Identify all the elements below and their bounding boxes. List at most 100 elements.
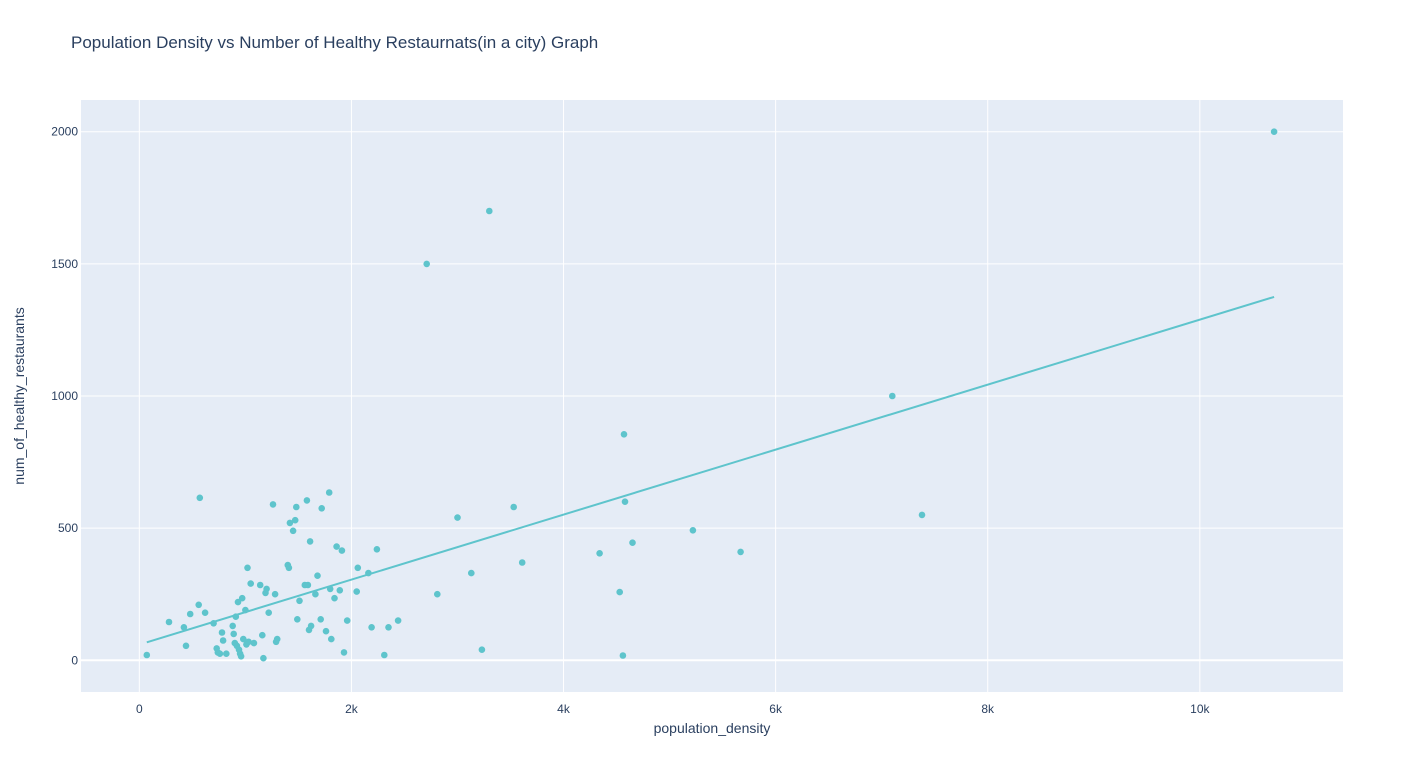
x-tick-label: 4k xyxy=(557,702,571,716)
scatter-point xyxy=(354,564,362,572)
scatter-point xyxy=(180,624,188,631)
scatter-point xyxy=(333,543,340,550)
scatter-point xyxy=(263,585,270,593)
scatter-point xyxy=(454,514,461,521)
scatter-point xyxy=(331,594,338,602)
scatter-point xyxy=(343,617,351,624)
scatter-point xyxy=(260,654,267,662)
scatter-point xyxy=(143,651,151,659)
scatter-point xyxy=(271,590,279,598)
scatter-point xyxy=(238,594,246,602)
scatter-point xyxy=(210,620,217,627)
scatter-point xyxy=(307,622,315,630)
scatter-point xyxy=(230,630,237,638)
scatter-point xyxy=(314,572,321,579)
x-axis-title: population_density xyxy=(654,720,771,736)
scatter-point xyxy=(265,609,273,616)
scatter-point xyxy=(304,581,312,589)
scatter-point xyxy=(186,610,194,618)
scatter-point xyxy=(219,637,227,644)
scatter-point xyxy=(165,618,173,626)
scatter-point xyxy=(368,624,375,631)
scatter-point xyxy=(296,597,303,605)
scatter-point xyxy=(353,588,361,595)
scatter-point xyxy=(325,489,333,496)
scatter-point xyxy=(336,587,344,594)
scatter-point xyxy=(689,527,697,534)
scatter-point xyxy=(242,606,249,614)
scatter-point xyxy=(394,617,402,624)
scatter-point xyxy=(196,494,204,502)
scatter-points xyxy=(143,128,1278,662)
scatter-point xyxy=(240,635,247,643)
scatter-point xyxy=(291,516,299,524)
scatter-point xyxy=(423,260,431,268)
scatter-point xyxy=(616,588,623,596)
scatter-point xyxy=(234,598,242,606)
scatter-point xyxy=(286,519,294,527)
scatter-point xyxy=(365,569,372,577)
scatter-point xyxy=(256,581,264,589)
x-tick-label: 0 xyxy=(136,702,143,716)
scatter-point xyxy=(294,616,301,623)
scatter-point xyxy=(182,642,190,650)
scatter-point xyxy=(518,559,526,566)
scatter-point xyxy=(318,505,326,512)
scatter-point xyxy=(737,548,744,556)
scatter-point xyxy=(245,638,252,646)
scatter-point xyxy=(1270,128,1278,135)
scatter-point xyxy=(216,650,224,657)
scatter-point xyxy=(619,652,627,659)
scatter-point xyxy=(381,651,388,659)
scatter-point xyxy=(468,569,475,577)
scatter-point xyxy=(629,539,636,546)
scatter-point xyxy=(621,498,629,506)
x-axis-ticks: 0 2k 4k 6k 8k 10k xyxy=(136,702,1211,716)
scatter-point xyxy=(434,590,441,598)
x-tick-label: 2k xyxy=(345,702,359,716)
y-tick-label: 0 xyxy=(71,653,78,667)
scatter-point xyxy=(340,649,348,656)
scatter-point xyxy=(285,564,293,572)
scatter-point xyxy=(289,527,297,535)
chart-title: Population Density vs Number of Healthy … xyxy=(71,33,599,52)
scatter-point xyxy=(596,550,603,557)
y-axis-ticks: 0 500 1000 1500 2000 xyxy=(51,125,78,668)
scatter-point xyxy=(223,650,230,657)
scatter-point xyxy=(293,503,300,511)
scatter-point xyxy=(317,616,325,623)
scatter-point xyxy=(232,613,240,620)
y-axis-title: num_of_healthy_restaurants xyxy=(11,307,27,484)
scatter-point xyxy=(478,646,486,653)
scatter-point xyxy=(328,635,335,643)
trendline xyxy=(146,295,1275,644)
scatter-point xyxy=(273,635,281,643)
x-tick-label: 10k xyxy=(1190,702,1210,716)
scatter-point xyxy=(303,497,311,504)
y-tick-label: 1500 xyxy=(51,257,78,271)
scatter-point xyxy=(312,590,319,598)
scatter-point xyxy=(338,547,346,554)
scatter-point xyxy=(244,564,251,572)
scatter-point xyxy=(918,511,926,519)
scatter-point xyxy=(889,392,896,400)
scatter-point xyxy=(250,639,258,647)
scatter-point xyxy=(373,546,381,553)
grid xyxy=(81,100,1343,692)
y-tick-label: 2000 xyxy=(51,125,78,139)
x-tick-label: 6k xyxy=(769,702,783,716)
scatter-point xyxy=(218,629,226,636)
scatter-point xyxy=(510,503,517,511)
x-tick-label: 8k xyxy=(981,702,995,716)
scatter-point xyxy=(237,653,245,660)
y-tick-label: 500 xyxy=(58,521,78,535)
scatter-point xyxy=(385,624,392,631)
scatter-point xyxy=(229,622,236,630)
scatter-point xyxy=(486,207,493,215)
scatter-point xyxy=(620,431,628,438)
scatter-point xyxy=(306,538,314,545)
scatter-point xyxy=(326,585,334,593)
scatter-point xyxy=(269,501,277,508)
y-tick-label: 1000 xyxy=(51,389,78,403)
